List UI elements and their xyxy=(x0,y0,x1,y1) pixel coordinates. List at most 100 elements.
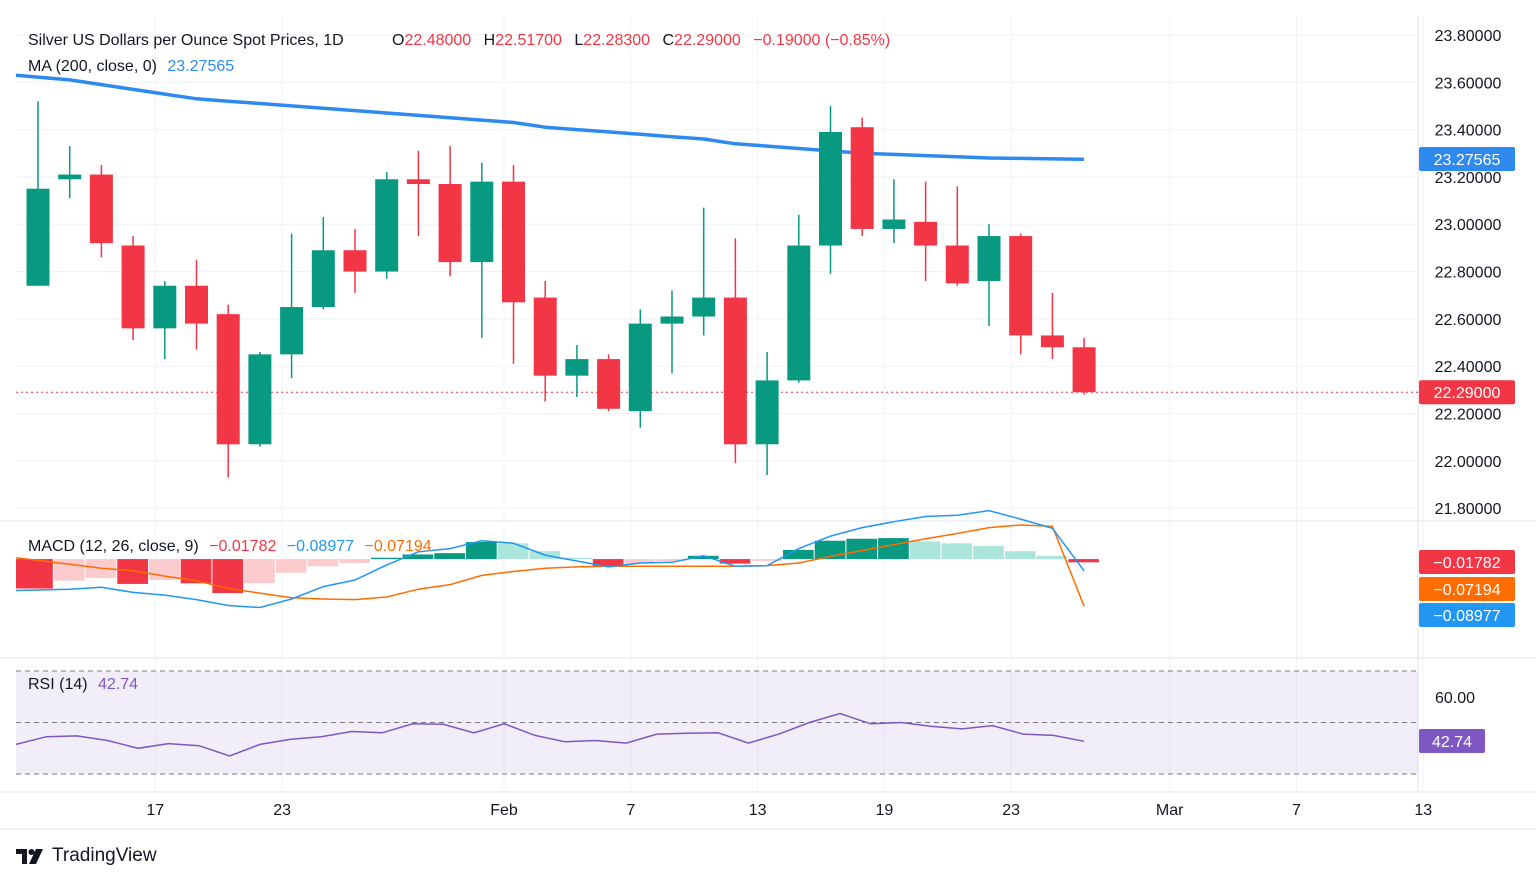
rsi-tick: 60.00 xyxy=(1435,690,1475,707)
macd-histogram-bar xyxy=(846,538,878,560)
last-price-tag-label: 22.29000 xyxy=(1434,385,1501,402)
macd-tag xyxy=(1419,603,1515,627)
macd-tag xyxy=(1419,577,1515,601)
macd-histogram-bar xyxy=(466,542,497,560)
candle-down xyxy=(216,314,240,445)
candle-down xyxy=(533,297,557,376)
candle-up xyxy=(628,323,652,412)
price-tick: 23.00000 xyxy=(1435,217,1502,234)
macd-histogram-bar xyxy=(719,559,751,564)
candle-down xyxy=(597,359,621,409)
candles xyxy=(26,101,1096,478)
macd-histogram-bar xyxy=(370,557,402,560)
macd-histogram-bar xyxy=(561,557,592,560)
macd-histogram-bar xyxy=(783,549,814,560)
time-tick: Feb xyxy=(490,802,518,819)
ma-price-tag xyxy=(1419,147,1515,172)
time-tick: 23 xyxy=(1002,802,1020,819)
time-tick: 17 xyxy=(146,802,164,819)
candle-down xyxy=(121,245,145,329)
pane-frames xyxy=(0,16,1536,830)
macd-histogram-bar xyxy=(909,541,941,560)
rsi-legend: RSI (14) 42.74 xyxy=(28,676,138,693)
candle-down xyxy=(1040,335,1064,348)
time-axis: 17 23 Feb 7 13 19 23 Mar 7 13 xyxy=(146,802,1432,819)
time-tick: 19 xyxy=(875,802,893,819)
time-tick: 13 xyxy=(749,802,767,819)
macd-histogram-bar xyxy=(402,554,434,560)
candle-up xyxy=(375,179,399,272)
macd-histogram-bar xyxy=(434,553,465,560)
macd-tag xyxy=(1419,550,1515,574)
macd-histogram-bar xyxy=(878,538,909,560)
candle-down xyxy=(502,181,525,303)
macd-tag-label: −0.01782 xyxy=(1433,555,1500,572)
price-axis: 23.80000 23.60000 23.40000 23.20000 23.00000… xyxy=(1419,28,1515,753)
macd-histogram-bar xyxy=(275,559,307,573)
macd-histogram-bar xyxy=(16,559,53,589)
time-tick: Mar xyxy=(1156,802,1184,819)
macd-histogram-bar xyxy=(307,559,339,567)
macd-histogram-bar xyxy=(624,559,656,564)
legend: Silver US Dollars per Ounce Spot Prices,… xyxy=(28,32,890,693)
candle-down xyxy=(185,285,208,324)
candle-up xyxy=(58,174,82,180)
chart-title: Silver US Dollars per Ounce Spot Prices,… xyxy=(28,32,344,49)
candle-up xyxy=(470,181,494,263)
macd-histogram-bar xyxy=(339,559,370,563)
candle-up xyxy=(977,236,1001,282)
candle-up xyxy=(153,285,177,329)
macd-tag-label: −0.07194 xyxy=(1433,582,1500,599)
tradingview-logo[interactable]: TradingView xyxy=(16,845,157,867)
macd-histogram-bar xyxy=(941,543,973,560)
candle-up xyxy=(692,297,716,317)
candle-up xyxy=(755,380,779,445)
brand-name: TradingView xyxy=(52,845,157,866)
candle-up xyxy=(660,316,684,324)
candle-down xyxy=(89,174,113,244)
macd-histogram-bar xyxy=(687,555,719,560)
candle-down xyxy=(1072,347,1096,393)
rsi-value-tag-label: 42.74 xyxy=(1432,734,1472,751)
rsi-pane xyxy=(15,670,1418,775)
price-tick: 23.60000 xyxy=(1435,75,1502,92)
last-price-tag xyxy=(1419,380,1515,405)
price-tick: 22.20000 xyxy=(1435,407,1502,424)
candle-up xyxy=(819,131,842,246)
ohlc-readout: O22.48000 H22.51700 L22.28300 C22.29000 … xyxy=(392,32,890,49)
candle-down xyxy=(1009,236,1033,336)
candle-down xyxy=(723,297,747,445)
candle-up xyxy=(565,359,589,376)
macd-histogram-bar xyxy=(1036,555,1068,560)
ma-price-tag-label: 23.27565 xyxy=(1434,152,1501,169)
moving-average-line xyxy=(15,73,1418,393)
macd-histogram-bar xyxy=(973,545,1004,560)
macd-signal-line xyxy=(15,524,1085,607)
macd-legend: MACD (12, 26, close, 9) −0.01782 −0.0897… xyxy=(28,538,432,555)
rsi-band xyxy=(16,671,1418,774)
candle-down xyxy=(343,250,367,272)
rsi-value-tag xyxy=(1419,729,1485,753)
macd-histogram-bar xyxy=(1068,559,1099,563)
candle-up xyxy=(280,307,304,355)
candle-down xyxy=(850,127,874,229)
macd-histogram-bar xyxy=(497,543,529,560)
macd-histogram-bar xyxy=(656,559,687,562)
price-tick: 22.40000 xyxy=(1435,359,1502,376)
macd-histogram-bar xyxy=(592,559,624,567)
candle-up xyxy=(26,188,50,286)
title-text: Silver US Dollars per Ounce Spot Prices,… xyxy=(28,32,344,49)
macd-line xyxy=(15,509,1085,609)
time-tick: 23 xyxy=(273,802,291,819)
time-tick: 7 xyxy=(1292,802,1301,819)
macd-tag-label: −0.08977 xyxy=(1433,608,1500,625)
price-tick: 23.20000 xyxy=(1435,170,1502,187)
macd-pane xyxy=(15,509,1099,609)
macd-histogram-bar xyxy=(244,559,275,584)
candle-down xyxy=(914,221,938,246)
candle-down xyxy=(406,179,430,184)
price-tick: 23.80000 xyxy=(1435,28,1502,45)
price-tick: 22.60000 xyxy=(1435,312,1502,329)
tradingview-logo-icon xyxy=(16,849,43,864)
